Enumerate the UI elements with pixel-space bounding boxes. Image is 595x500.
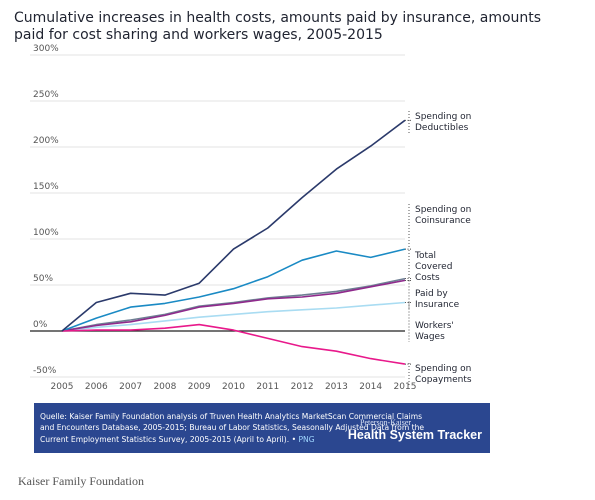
credit-line: Kaiser Family Foundation <box>18 474 144 488</box>
series-label: Coinsurance <box>415 216 471 226</box>
series-label: Paid by <box>415 289 448 299</box>
x-tick-label: 2005 <box>51 382 74 392</box>
x-tick-label: 2015 <box>394 382 417 392</box>
x-tick-label: 2007 <box>119 382 142 392</box>
y-tick-label: 200% <box>33 136 59 146</box>
y-tick-label: 300% <box>33 44 59 54</box>
series-label: Copayments <box>415 375 472 385</box>
series-label: Spending on <box>415 112 471 122</box>
x-tick-label: 2014 <box>359 382 382 392</box>
y-tick-label: 250% <box>33 90 59 100</box>
series-line <box>61 248 406 332</box>
series-line <box>61 279 406 332</box>
source-footer: Quelle: Kaiser Family Foundation analysi… <box>34 403 490 453</box>
x-tick-label: 2012 <box>291 382 314 392</box>
x-tick-label: 2013 <box>325 382 348 392</box>
source-note: Quelle: Kaiser Family Foundation analysi… <box>40 411 430 445</box>
series-label: Covered <box>415 262 452 272</box>
gridlines <box>30 54 405 378</box>
x-tick-label: 2006 <box>85 382 108 392</box>
source-separator: • <box>289 434 299 444</box>
source-text: Quelle: Kaiser Family Foundation analysi… <box>40 412 425 444</box>
png-download-link[interactable]: PNG <box>298 434 315 444</box>
brand-logo-text: Health System Tracker <box>347 428 482 442</box>
series-label: Spending on <box>415 364 471 374</box>
series-line <box>61 119 406 332</box>
series-label: Wages <box>415 332 445 342</box>
series-label: Costs <box>415 273 440 283</box>
series-label: Insurance <box>415 300 460 310</box>
y-tick-label: 150% <box>33 182 59 192</box>
x-tick-label: 2011 <box>256 382 279 392</box>
x-tick-label: 2008 <box>153 382 176 392</box>
x-tick-label: 2010 <box>222 382 245 392</box>
series-label: Workers' <box>415 321 454 331</box>
chart-title: Cumulative increases in health costs, am… <box>14 10 542 43</box>
line-chart: 300%250%200%150%100%50%0%-50% 2005 2006 20… <box>30 44 472 392</box>
series-label: Spending on <box>415 205 471 215</box>
x-axis-tick-labels: 2005 2006 2007 2008 2009 2010 2011 2012 2013 2014… <box>51 382 417 392</box>
y-axis-tick-labels: 300% 250% 200% 150% 100% 50% 0% -50% <box>33 44 59 376</box>
series-label: Deductibles <box>415 123 469 133</box>
y-tick-label: 50% <box>33 274 53 284</box>
x-tick-label: 2009 <box>188 382 211 392</box>
series-line <box>61 323 406 365</box>
y-tick-label: 100% <box>33 228 59 238</box>
y-tick-label: -50% <box>33 366 57 376</box>
series-line <box>61 301 406 332</box>
series-lines <box>61 119 406 365</box>
brand-subtitle: Peterson-Kaiser <box>360 418 412 427</box>
series-label: Total <box>414 251 436 261</box>
series-line <box>61 277 406 332</box>
y-tick-label: 0% <box>33 320 48 330</box>
